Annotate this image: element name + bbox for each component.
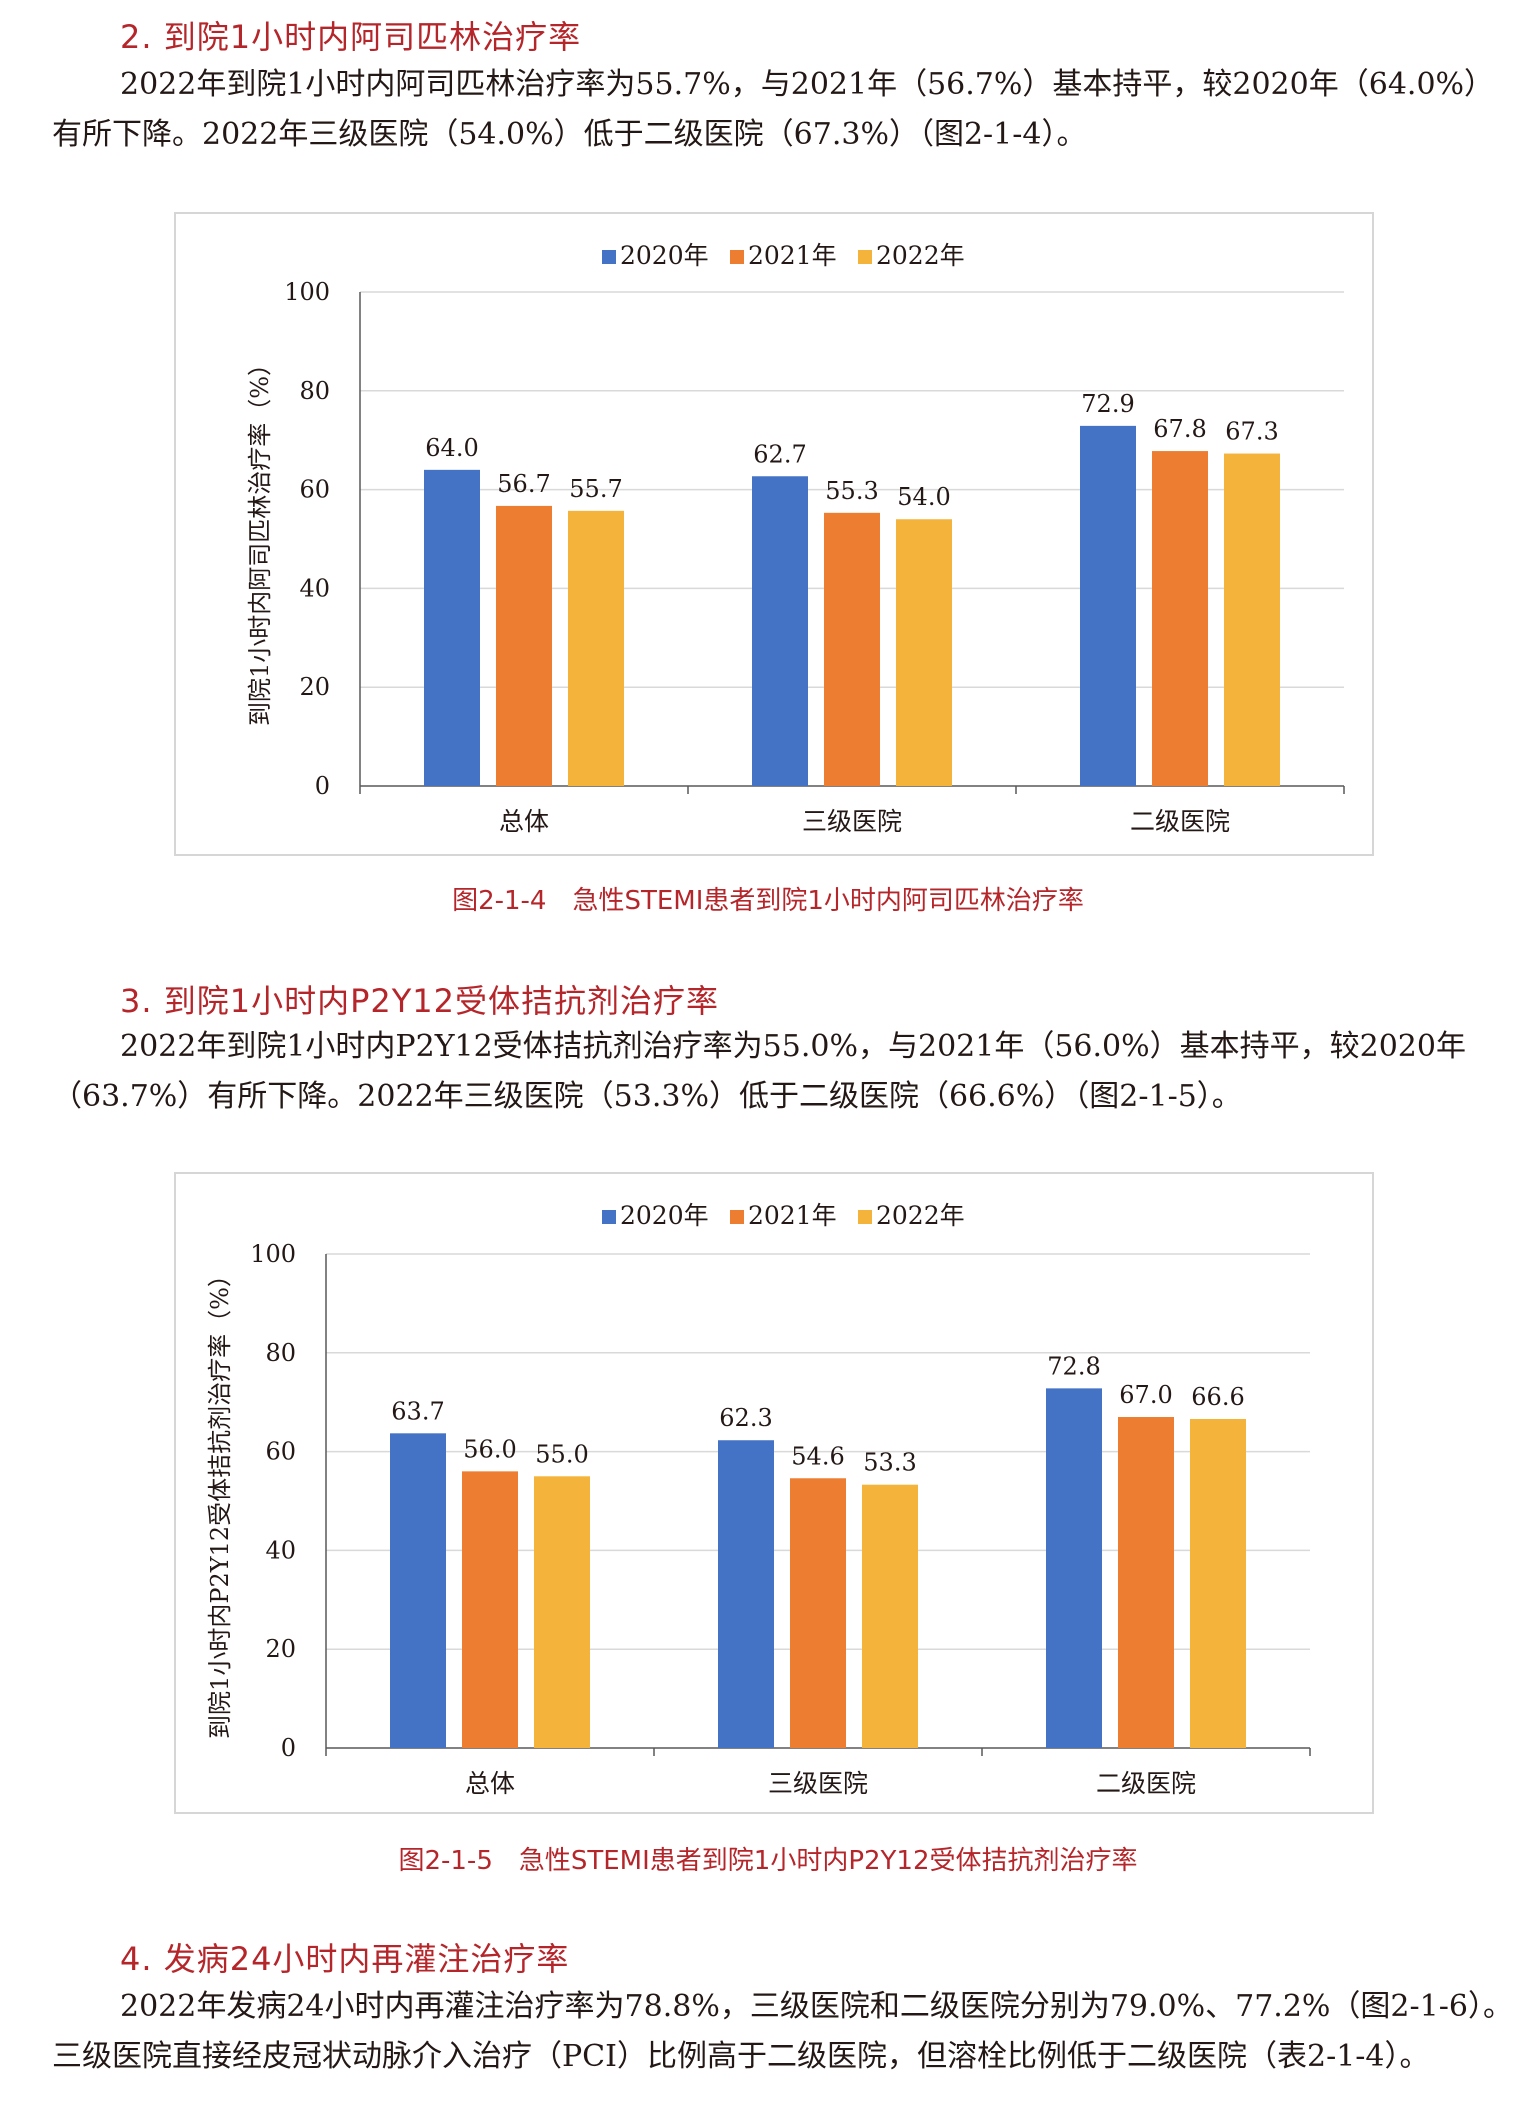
- x-tick-label: 三级医院: [802, 807, 902, 836]
- bar: [718, 1440, 774, 1748]
- data-label: 56.0: [463, 1435, 516, 1463]
- y-tick-label: 0: [315, 772, 330, 800]
- y-tick-label: 80: [265, 1339, 296, 1367]
- data-label: 63.7: [391, 1397, 444, 1425]
- paragraph-line: 2022年到院1小时内阿司匹林治疗率为55.7%，与2021年（56.7%）基本…: [120, 67, 1495, 102]
- legend-label: 2020年: [620, 1201, 709, 1230]
- data-label: 53.3: [863, 1449, 916, 1477]
- bar: [496, 505, 552, 786]
- legend-label: 2022年: [876, 241, 965, 270]
- y-tick-label: 40: [299, 574, 330, 602]
- section-heading-p2y12: 3. 到院1小时内P2Y12受体拮抗剂治疗率: [120, 982, 719, 1020]
- chart-p2y12: 0 20 40 60 80 100 总体 63.7 56.0 55.0 三级医院 62.3 54.6 53…: [206, 1201, 1311, 1798]
- data-label: 54.0: [897, 483, 950, 511]
- y-axis-title: 到院1小时内阿司匹林治疗率（%）: [246, 352, 274, 726]
- data-label: 67.8: [1153, 415, 1206, 443]
- data-label: 55.0: [535, 1440, 588, 1468]
- legend-swatch: [858, 250, 872, 264]
- legend-swatch: [858, 1210, 872, 1224]
- figure-caption-2-1-5: 图2-1-5 急性STEMI患者到院1小时内P2Y12受体拮抗剂治疗率: [398, 1846, 1138, 1876]
- data-label: 55.7: [569, 475, 622, 503]
- y-tick-label: 20: [265, 1635, 296, 1663]
- bar: [1046, 1388, 1102, 1748]
- paragraph-line: 有所下降。2022年三级医院（54.0%）低于二级医院（67.3%）（图2-1-…: [52, 117, 1087, 152]
- data-label: 66.6: [1191, 1383, 1244, 1411]
- chart-frame-p2y12: 0 20 40 60 80 100 总体 63.7 56.0 55.0 三级医院 62.3 54.6 53…: [174, 1172, 1374, 1814]
- x-tick-label: 二级医院: [1096, 1769, 1196, 1798]
- legend-label: 2022年: [876, 1201, 965, 1230]
- y-tick-label: 80: [299, 377, 330, 405]
- paragraph-line: 三级医院直接经皮冠状动脉介入治疗（PCI）比例高于二级医院，但溶栓比例低于二级医…: [52, 2039, 1430, 2074]
- data-label: 62.7: [753, 440, 806, 468]
- bar: [390, 1433, 446, 1748]
- legend-label: 2021年: [748, 241, 837, 270]
- x-tick-label: 三级医院: [768, 1769, 868, 1798]
- paragraph-reperfusion: 2022年发病24小时内再灌注治疗率为78.8%，三级医院和二级医院分别为79.…: [52, 1982, 1513, 2082]
- y-tick-label: 100: [284, 278, 330, 306]
- y-tick-label: 60: [265, 1438, 296, 1466]
- chart-frame-aspirin: 0 20 40 60 80 100 总体 64.0 56.7 55.7 三级医院 62.7 55.3 54…: [174, 212, 1374, 856]
- bar: [462, 1471, 518, 1748]
- y-tick-label: 100: [250, 1240, 296, 1268]
- bar: [1080, 425, 1136, 786]
- x-tick-label: 总体: [465, 1769, 515, 1798]
- bar: [824, 512, 880, 786]
- bar: [752, 476, 808, 786]
- y-tick-label: 60: [299, 476, 330, 504]
- legend-swatch: [602, 1210, 616, 1224]
- data-label: 62.3: [719, 1404, 772, 1432]
- x-tick-label: 总体: [499, 807, 549, 836]
- section-heading-aspirin: 2. 到院1小时内阿司匹林治疗率: [120, 18, 582, 56]
- data-label: 72.9: [1081, 390, 1134, 418]
- bar: [1224, 453, 1280, 786]
- bar: [896, 519, 952, 786]
- paragraph-line: 2022年发病24小时内再灌注治疗率为78.8%，三级医院和二级医院分别为79.…: [120, 1989, 1513, 2024]
- legend-swatch: [730, 250, 744, 264]
- bar: [1152, 451, 1208, 786]
- data-label: 54.6: [791, 1442, 844, 1470]
- data-label: 67.3: [1225, 418, 1278, 446]
- chart-aspirin: 0 20 40 60 80 100 总体 64.0 56.7 55.7 三级医院 62.7 55.3 54…: [246, 241, 1345, 836]
- y-tick-label: 40: [265, 1536, 296, 1564]
- y-axis-title: 到院1小时内P2Y12受体拮抗剂治疗率（%）: [206, 1263, 234, 1739]
- bar: [790, 1478, 846, 1748]
- bar: [1190, 1418, 1246, 1748]
- legend-swatch: [602, 250, 616, 264]
- legend-swatch: [730, 1210, 744, 1224]
- y-tick-label: 0: [281, 1734, 296, 1762]
- data-label: 56.7: [497, 470, 550, 498]
- paragraph-p2y12: 2022年到院1小时内P2Y12受体拮抗剂治疗率为55.0%，与2021年（56…: [52, 1022, 1492, 1122]
- y-tick-label: 20: [299, 673, 330, 701]
- bar: [862, 1484, 918, 1748]
- data-label: 64.0: [425, 434, 478, 462]
- legend-label: 2020年: [620, 241, 709, 270]
- paragraph-aspirin: 2022年到院1小时内阿司匹林治疗率为55.7%，与2021年（56.7%）基本…: [52, 60, 1495, 160]
- section-heading-reperfusion: 4. 发病24小时内再灌注治疗率: [120, 1940, 570, 1978]
- data-label: 72.8: [1047, 1352, 1100, 1380]
- figure-caption-2-1-4: 图2-1-4 急性STEMI患者到院1小时内阿司匹林治疗率: [452, 886, 1084, 916]
- bar: [534, 1476, 590, 1748]
- legend-label: 2021年: [748, 1201, 837, 1230]
- bar: [568, 510, 624, 786]
- data-label: 55.3: [825, 477, 878, 505]
- paragraph-line: 2022年到院1小时内P2Y12受体拮抗剂治疗率为55.0%，与2021年（56…: [120, 1029, 1466, 1064]
- paragraph-line: （63.7%）有所下降。2022年三级医院（53.3%）低于二级医院（66.6%…: [52, 1079, 1242, 1114]
- x-tick-label: 二级医院: [1130, 807, 1230, 836]
- bar: [1118, 1417, 1174, 1748]
- data-label: 67.0: [1119, 1381, 1172, 1409]
- bar: [424, 469, 480, 786]
